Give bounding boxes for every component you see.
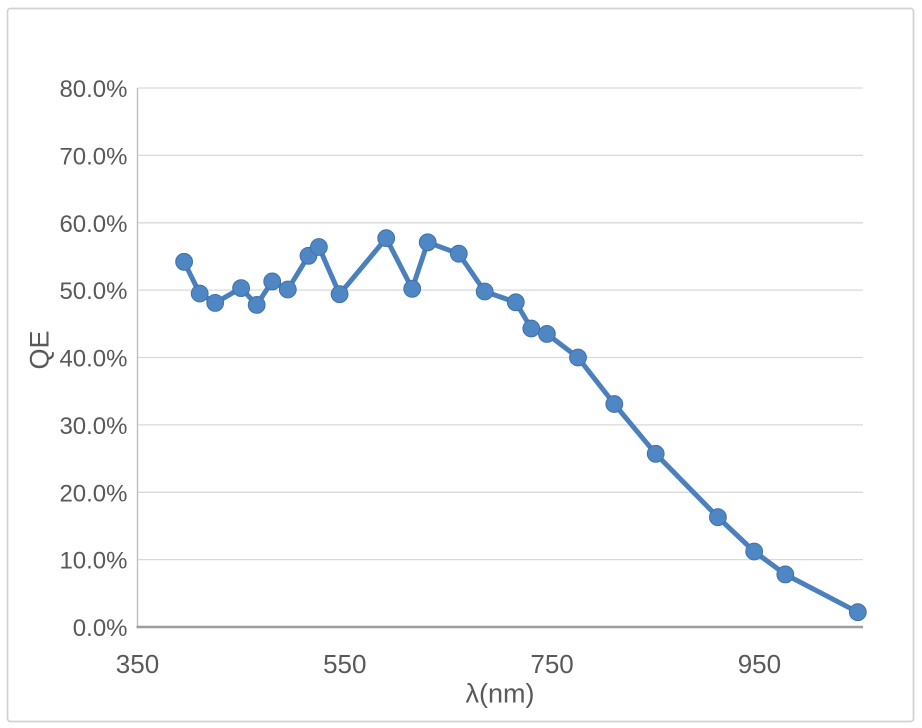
y-tick-label: 50.0% [59, 278, 127, 305]
data-point-marker [190, 284, 209, 303]
data-point-marker [449, 244, 468, 263]
y-tick-label: 20.0% [59, 480, 127, 507]
data-point-marker [175, 252, 194, 271]
data-point-marker [569, 348, 587, 367]
data-point-marker [475, 282, 494, 301]
data-point-marker [776, 565, 795, 584]
data-point-marker [247, 296, 266, 314]
chart-border [6, 7, 915, 723]
data-point-marker [377, 229, 396, 248]
y-tick-label: 60.0% [59, 211, 127, 238]
x-tick-label: 550 [323, 649, 366, 679]
x-tick-label: 750 [530, 649, 573, 679]
data-point-marker [278, 280, 297, 299]
x-tick-label: 350 [116, 649, 159, 679]
data-point-marker [538, 325, 556, 343]
data-point-marker [263, 272, 282, 291]
data-point-marker [310, 238, 328, 256]
data-point-marker [206, 294, 225, 312]
data-point-marker [403, 279, 422, 298]
y-tick-label: 0.0% [73, 615, 128, 642]
data-point-marker [506, 293, 525, 312]
data-point-marker [709, 508, 727, 527]
data-point-marker [522, 319, 541, 338]
y-tick-label: 80.0% [59, 76, 127, 103]
data-point-marker [232, 279, 251, 298]
y-tick-label: 30.0% [59, 413, 127, 440]
data-point-marker [418, 233, 437, 252]
data-point-marker [848, 603, 867, 622]
y-tick-label: 70.0% [59, 143, 127, 170]
data-point-marker [745, 542, 764, 561]
data-point-marker [605, 395, 624, 413]
x-tick-label: 950 [738, 649, 781, 679]
y-tick-label: 40.0% [59, 346, 127, 373]
x-axis-title: λ(nm) [465, 678, 535, 709]
y-axis-title: QE [24, 330, 55, 370]
y-tick-label: 10.0% [59, 548, 127, 575]
data-point-marker [330, 285, 349, 304]
data-point-marker [646, 444, 665, 463]
